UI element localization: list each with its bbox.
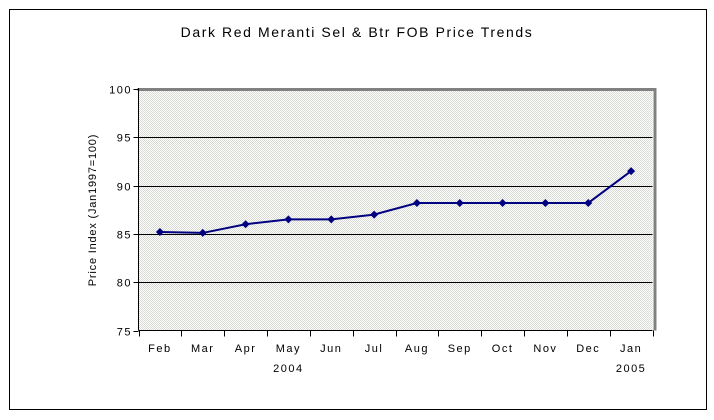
data-point-marker xyxy=(498,198,507,207)
x-tick-label: Dec xyxy=(576,343,600,355)
x-tick-label: Nov xyxy=(533,343,557,355)
y-tick-label: 95 xyxy=(117,133,132,145)
data-point-marker xyxy=(370,210,379,219)
year-label: 2005 xyxy=(616,363,646,375)
x-tick-label: Apr xyxy=(235,343,257,355)
y-tick-label: 85 xyxy=(117,230,132,242)
data-point-marker xyxy=(198,228,207,237)
x-tick-label: May xyxy=(276,343,301,355)
data-point-marker xyxy=(284,215,293,224)
x-tick-label: Oct xyxy=(492,343,514,355)
x-tick-label: Mar xyxy=(191,343,214,355)
y-tick-label: 90 xyxy=(117,182,132,194)
data-point-marker xyxy=(241,220,250,229)
y-tick-label: 80 xyxy=(117,278,132,290)
data-point-marker xyxy=(584,198,593,207)
y-axis-title: Price Index (Jan1997=100) xyxy=(87,134,99,286)
chart-title: Dark Red Meranti Sel & Btr FOB Price Tre… xyxy=(180,24,534,40)
x-tick-label: Sep xyxy=(448,343,472,355)
x-tick-label: Jan xyxy=(620,343,642,355)
data-point-marker xyxy=(627,167,636,176)
data-point-marker xyxy=(327,215,336,224)
data-point-marker xyxy=(412,198,421,207)
data-point-marker xyxy=(455,198,464,207)
x-tick-label: Feb xyxy=(148,343,171,355)
data-point-marker xyxy=(541,198,550,207)
y-tick-label: 100 xyxy=(109,85,132,97)
y-tick-label: 75 xyxy=(117,327,132,339)
year-label: 2004 xyxy=(273,363,303,375)
x-tick-label: Aug xyxy=(405,343,429,355)
plot-area-shadow-border xyxy=(137,88,657,331)
data-point-marker xyxy=(155,227,164,236)
x-tick-label: Jun xyxy=(320,343,342,355)
x-tick-label: Jul xyxy=(365,343,384,355)
price-line xyxy=(159,170,632,234)
